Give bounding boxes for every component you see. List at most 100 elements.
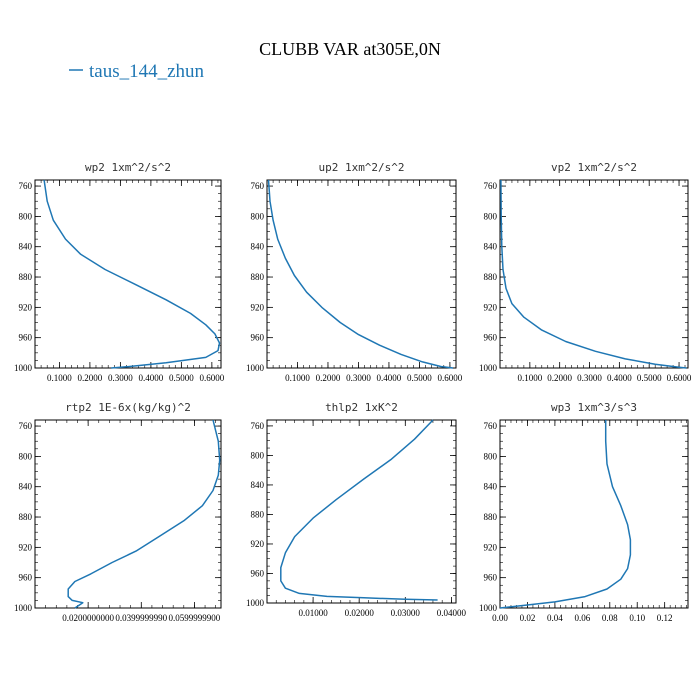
x-tick-label: 0.4000 [138, 373, 163, 383]
series-line [499, 420, 632, 609]
y-tick-label: 800 [484, 451, 498, 461]
y-tick-label: 840 [484, 242, 498, 252]
y-tick-label: 880 [484, 272, 498, 282]
figure-title: CLUBB VAR at305E,0N [259, 39, 441, 59]
x-tick-label: 0.02 [520, 613, 536, 623]
series-line [43, 179, 221, 369]
x-tick-label: 0.6000 [667, 373, 692, 383]
x-tick-label: 0.06 [574, 613, 590, 623]
x-tick-label: 0.04000 [437, 608, 467, 618]
y-tick-label: 920 [19, 542, 33, 552]
series-line [500, 179, 687, 369]
y-tick-label: 1000 [479, 603, 498, 613]
x-tick-label: 0.1000 [285, 373, 310, 383]
x-tick-label: 0.0399999990 [115, 613, 167, 623]
x-tick-label: 0.03000 [391, 608, 421, 618]
subplot-title: thlp2 1xK^2 [325, 401, 398, 414]
y-tick-label: 880 [251, 272, 265, 282]
x-tick-label: 0.10 [629, 613, 645, 623]
y-tick-label: 840 [484, 482, 498, 492]
y-tick-label: 800 [19, 451, 33, 461]
subplot-4: rtp2 1E-6x(kg/kg)^2 760 800 840 880 920 960 100… [14, 401, 222, 623]
x-tick-label: 0.1000 [517, 373, 542, 383]
subplot-title: rtp2 1E-6x(kg/kg)^2 [65, 401, 191, 414]
y-tick-label: 840 [19, 242, 33, 252]
x-tick-label: 0.2000 [316, 373, 341, 383]
y-tick-label: 960 [251, 568, 265, 578]
y-tick-label: 760 [251, 421, 265, 431]
y-tick-label: 960 [251, 333, 265, 343]
y-tick-label: 960 [484, 333, 498, 343]
y-tick-label: 880 [251, 509, 265, 519]
plot-frame [499, 419, 689, 609]
legend: taus_144_zhun [69, 61, 205, 82]
x-tick-label: 0.04 [547, 613, 563, 623]
y-tick-label: 960 [19, 573, 33, 583]
y-tick-label: 800 [484, 211, 498, 221]
subplot-title: wp2 1xm^2/s^2 [85, 161, 171, 174]
y-tick-label: 760 [19, 421, 33, 431]
x-tick-label: 0.3000 [346, 373, 371, 383]
x-tick-label: 0.08 [602, 613, 618, 623]
plot-frame [499, 179, 689, 369]
y-tick-label: 920 [251, 539, 265, 549]
y-tick-label: 800 [251, 450, 265, 460]
y-tick-label: 760 [251, 181, 265, 191]
y-tick-label: 960 [484, 573, 498, 583]
y-tick-label: 1000 [14, 363, 33, 373]
x-tick-label: 0.5000 [169, 373, 194, 383]
y-tick-label: 920 [19, 302, 33, 312]
x-tick-label: 0.3000 [108, 373, 133, 383]
y-tick-label: 1000 [14, 603, 33, 613]
x-tick-label: 0.02000 [345, 608, 375, 618]
y-tick-label: 840 [19, 482, 33, 492]
x-tick-label: 0.5000 [407, 373, 432, 383]
y-tick-label: 880 [484, 512, 498, 522]
y-tick-label: 960 [19, 333, 33, 343]
y-tick-label: 840 [251, 480, 265, 490]
y-tick-label: 880 [19, 512, 33, 522]
subplot-2: up2 1xm^2/s^2 760 800 840 880 920 960 1000 0.100… [246, 161, 463, 383]
plot-frame [34, 179, 222, 369]
plot-frame [266, 419, 457, 604]
y-tick-label: 760 [484, 421, 498, 431]
x-tick-label: 0.2000 [78, 373, 103, 383]
y-tick-label: 760 [19, 181, 33, 191]
x-tick-label: 0.0200000000 [62, 613, 114, 623]
series-line [267, 179, 454, 369]
subplot-1: wp2 1xm^2/s^2 760 800 840 880 920 960 1000 0.100… [14, 161, 225, 383]
x-tick-label: 0.1000 [47, 373, 72, 383]
y-tick-label: 1000 [246, 598, 265, 608]
y-tick-label: 1000 [246, 363, 265, 373]
subplot-grid: wp2 1xm^2/s^276080084088092096010000.100… [14, 161, 692, 623]
x-tick-label: 0.6000 [199, 373, 224, 383]
x-tick-label: 0.01000 [298, 608, 328, 618]
y-tick-label: 840 [251, 242, 265, 252]
subplot-title: up2 1xm^2/s^2 [318, 161, 404, 174]
x-tick-label: 0.5000 [637, 373, 662, 383]
plot-frame [266, 179, 457, 369]
y-tick-label: 800 [19, 211, 33, 221]
y-tick-label: 880 [19, 272, 33, 282]
subplot-5: thlp2 1xK^2 760 800 840 880 920 960 1000 0.01000… [246, 401, 467, 618]
series-line [280, 419, 438, 601]
legend-label: taus_144_zhun [89, 61, 205, 82]
y-tick-label: 760 [484, 181, 498, 191]
series-line [67, 419, 221, 609]
x-tick-label: 0.6000 [438, 373, 463, 383]
plot-frame [34, 419, 222, 609]
subplot-title: vp2 1xm^2/s^2 [551, 161, 637, 174]
subplot-title: wp3 1xm^3/s^3 [551, 401, 637, 414]
x-tick-label: 0.4000 [377, 373, 402, 383]
x-tick-label: 0.00 [492, 613, 508, 623]
x-tick-label: 0.12 [657, 613, 673, 623]
y-tick-label: 920 [484, 302, 498, 312]
y-tick-label: 920 [251, 302, 265, 312]
x-tick-label: 0.4000 [607, 373, 632, 383]
y-tick-label: 920 [484, 542, 498, 552]
subplot-3: vp2 1xm^2/s^2 760 800 840 880 920 960 1000 0.100… [479, 161, 692, 383]
x-tick-label: 0.3000 [577, 373, 602, 383]
x-tick-label: 0.0599999900 [169, 613, 221, 623]
